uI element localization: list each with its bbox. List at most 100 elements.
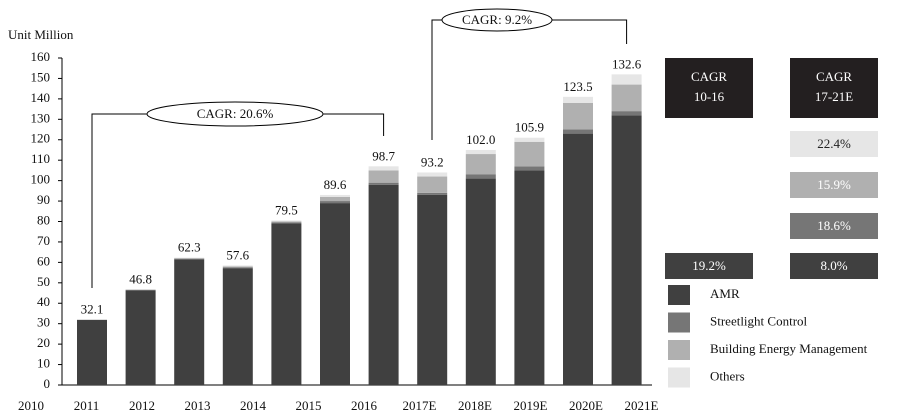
table-value: 22.4% — [817, 136, 851, 151]
y-tick-label: 30 — [37, 315, 50, 330]
y-tick-label: 40 — [37, 294, 50, 309]
total-label: 46.8 — [129, 271, 152, 286]
bar-segment — [465, 178, 496, 385]
bar-segment — [417, 172, 448, 177]
total-label: 102.0 — [466, 132, 495, 147]
table-value: 8.0% — [820, 258, 847, 273]
table-header: CAGR — [691, 69, 727, 84]
table-header: 17-21E — [815, 89, 853, 104]
x-tick-label: 2019E — [514, 398, 548, 413]
x-tick-label: 2011 — [74, 398, 100, 413]
bar-segment — [514, 141, 545, 167]
bar-segment — [271, 223, 302, 385]
x-tick-label: 2018E — [458, 398, 492, 413]
bar-segment — [563, 133, 593, 385]
y-tick-label: 70 — [37, 233, 50, 248]
y-tick-label: 0 — [44, 376, 51, 391]
bar-segment — [222, 266, 253, 268]
bar-segment — [271, 221, 302, 223]
table-cell — [790, 213, 878, 239]
bar-segment — [271, 220, 302, 222]
y-tick-label: 100 — [31, 172, 51, 187]
bar-segment — [465, 174, 496, 179]
table-cell — [790, 172, 878, 198]
total-label: 105.9 — [515, 120, 544, 135]
bar-segment — [320, 196, 350, 202]
legend-swatch — [668, 340, 690, 360]
legend-swatch — [668, 312, 690, 333]
y-tick-label: 110 — [31, 151, 50, 166]
total-label: 132.6 — [612, 56, 642, 71]
y-tick-label: 130 — [31, 110, 51, 125]
bar-segment — [368, 184, 399, 385]
y-tick-label: 160 — [31, 49, 51, 64]
y-tick-label: 90 — [37, 192, 50, 207]
bar-segment — [465, 154, 496, 175]
table-header: CAGR — [816, 69, 852, 84]
bar-segment — [611, 84, 642, 112]
x-tick-label: 2012 — [129, 398, 155, 413]
bar-segment — [320, 194, 350, 197]
total-label: 57.6 — [226, 247, 249, 262]
legend-swatch — [668, 367, 690, 388]
total-label: 93.2 — [421, 154, 444, 169]
total-label: 89.6 — [324, 177, 347, 192]
table-header-cell — [790, 58, 878, 118]
annotation-ellipse — [441, 8, 553, 32]
total-label: 62.3 — [178, 240, 201, 255]
bar-segment — [465, 149, 496, 155]
bar-segment — [611, 111, 642, 116]
bar-segment — [174, 258, 205, 260]
bar-segment — [320, 201, 350, 204]
y-tick-label: 140 — [31, 90, 51, 105]
y-tick-label: 60 — [37, 253, 50, 268]
bar-segment — [222, 265, 253, 267]
bar-segment — [563, 96, 593, 103]
x-tick-label: 2016 — [351, 398, 378, 413]
bar-segment — [514, 166, 545, 171]
table-cell — [790, 253, 878, 279]
y-tick-label: 80 — [37, 212, 50, 227]
table-cell — [665, 253, 753, 279]
annotation-ellipse — [146, 101, 324, 127]
x-tick-label: 2013 — [185, 398, 211, 413]
bar-segment — [77, 320, 107, 385]
bar-segment — [368, 182, 399, 185]
bar-segment — [320, 203, 350, 385]
bar-segment — [563, 129, 593, 134]
bar-segment — [174, 258, 205, 259]
total-label: 98.7 — [372, 148, 395, 163]
bar-segment — [417, 194, 448, 385]
table-value: 15.9% — [817, 177, 851, 192]
bar-segment — [222, 267, 253, 269]
y-tick-label: 50 — [37, 274, 50, 289]
bar-segment — [271, 222, 302, 224]
total-label: 123.5 — [563, 79, 592, 94]
annotation: CAGR: 20.6% — [197, 106, 274, 121]
total-label: 32.1 — [81, 301, 104, 316]
bar-segment — [611, 115, 642, 385]
bar-segment — [514, 137, 545, 142]
x-tick-label: 2010 — [18, 398, 44, 413]
annotation: CAGR: 9.2% — [462, 12, 532, 27]
legend-label: Streetlight Control — [710, 313, 808, 328]
x-tick-label: 2014 — [240, 398, 267, 413]
x-tick-label: 2021E — [625, 398, 659, 413]
table-cell — [790, 131, 878, 157]
x-tick-label: 2017E — [403, 398, 437, 413]
bar-segment — [368, 166, 399, 171]
y-tick-label: 10 — [37, 356, 50, 371]
x-tick-label: 2015 — [296, 398, 322, 413]
legend-label: Others — [710, 368, 745, 383]
legend-swatch — [668, 285, 690, 305]
legend-label: Building Energy Management — [710, 341, 868, 356]
bar-segment — [125, 290, 156, 385]
bar-segment — [417, 192, 448, 195]
y-tick-label: 120 — [31, 131, 51, 146]
bar-segment — [368, 170, 399, 183]
bar-segment — [563, 102, 593, 130]
table-header: 10-16 — [694, 89, 725, 104]
bar-segment — [611, 74, 642, 85]
